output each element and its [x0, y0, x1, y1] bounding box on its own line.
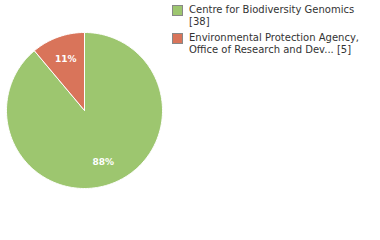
- svg-text:11%: 11%: [55, 54, 77, 64]
- html-text:Centre for Biodiversity Genomi: Centre for Biodiversity Genomics [38]: [189, 4, 355, 27]
- svg-text:88%: 88%: [92, 157, 114, 167]
- html-text:Environmental Protection Agenc: Environmental Protection Agency, Office …: [189, 32, 359, 55]
